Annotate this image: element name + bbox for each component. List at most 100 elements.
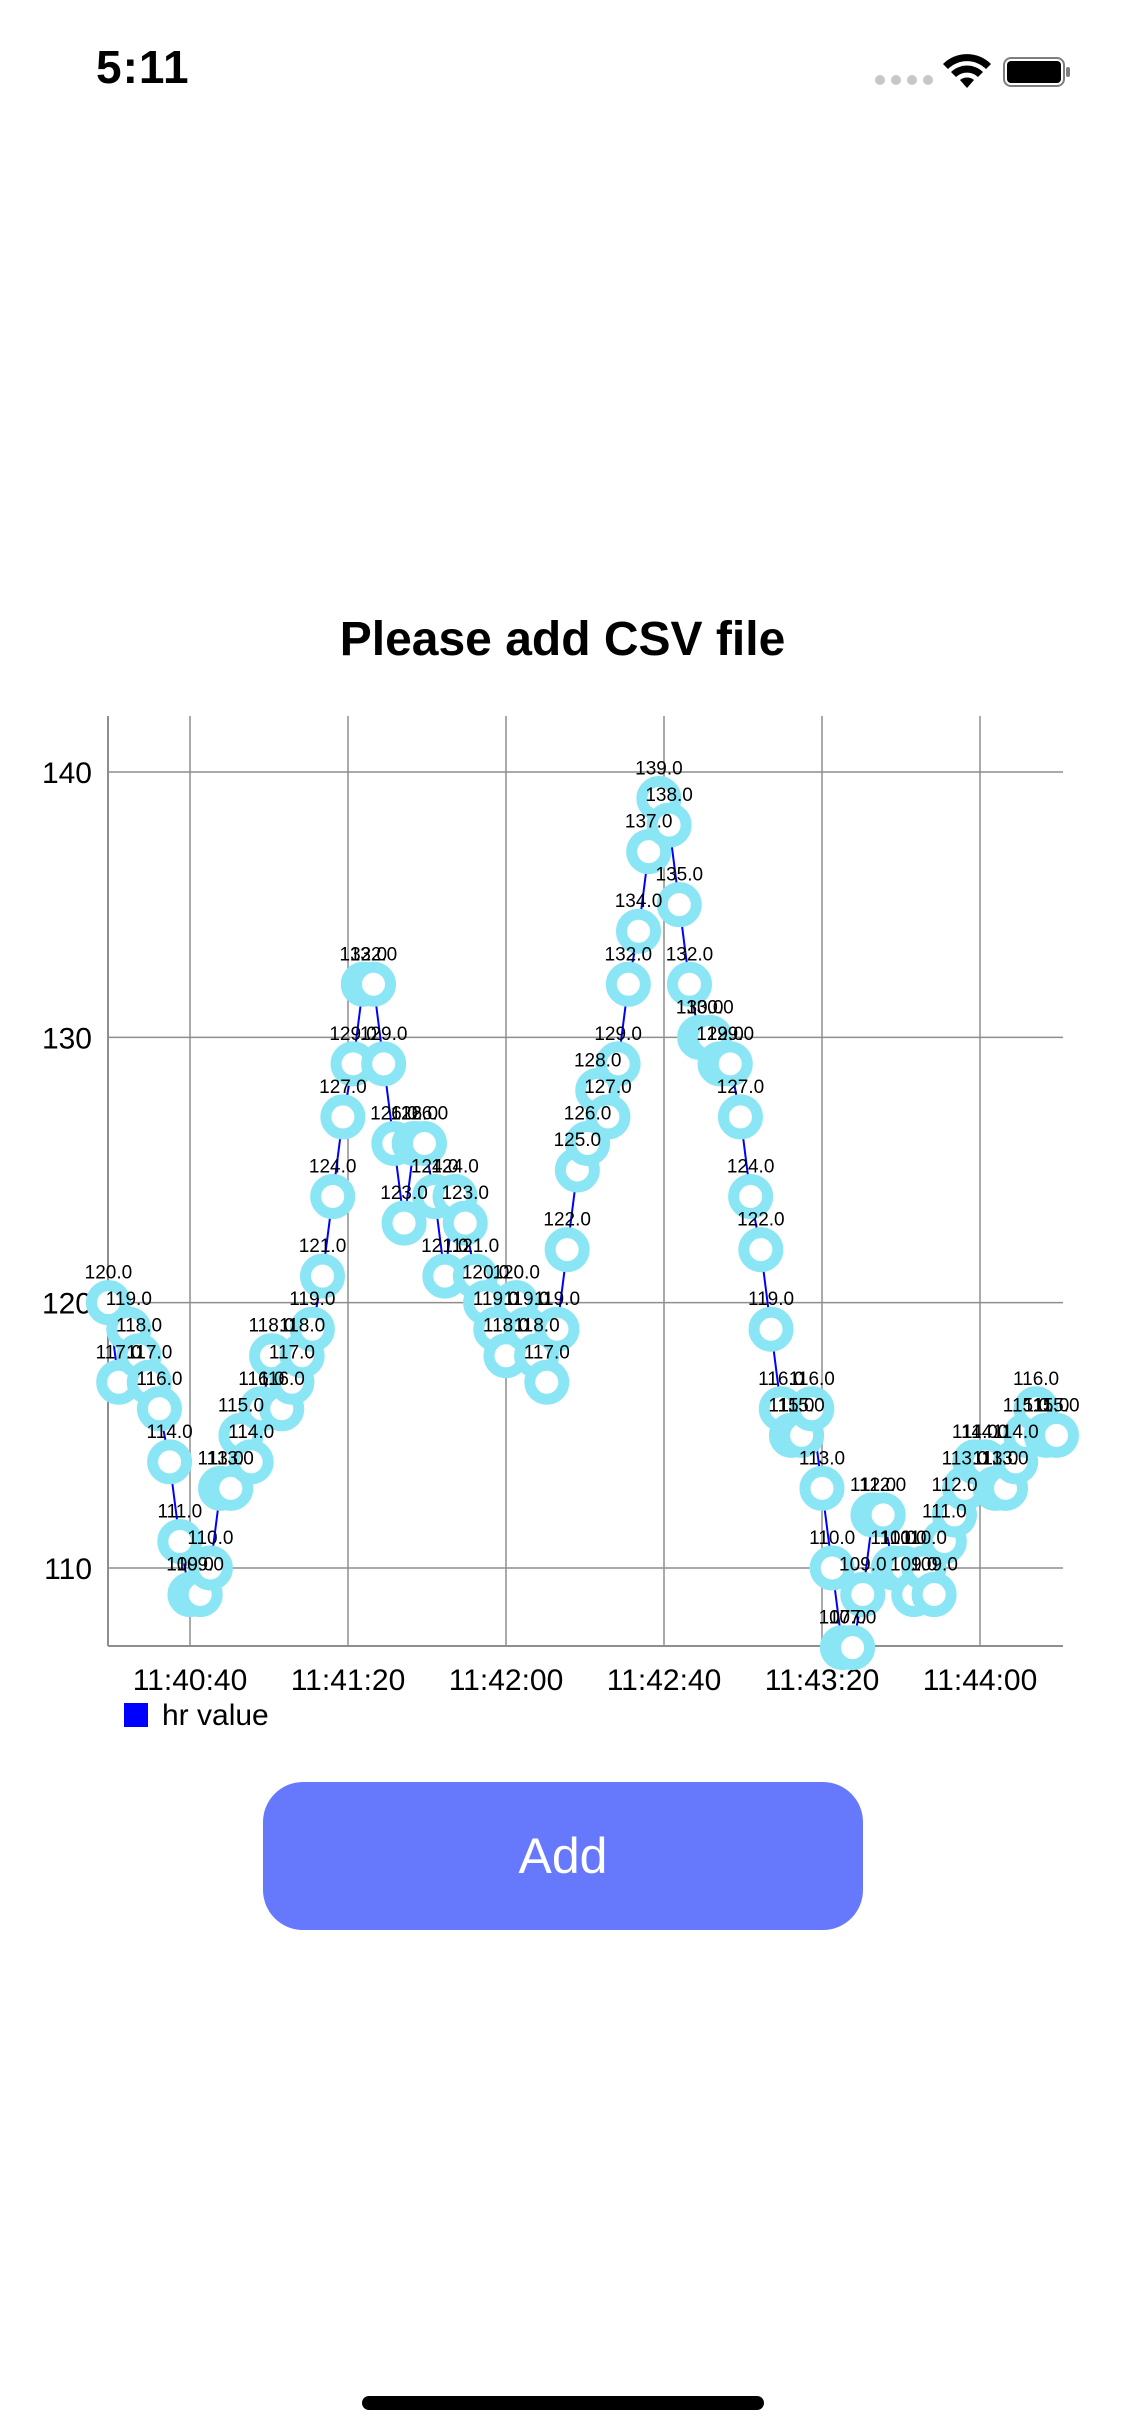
data-point xyxy=(585,1094,631,1140)
data-label: 130.0 xyxy=(676,997,724,1018)
data-point xyxy=(300,1253,346,1299)
data-label: 122.0 xyxy=(543,1210,591,1231)
data-label: 130.0 xyxy=(686,997,734,1018)
data-label: 119.0 xyxy=(534,1289,580,1310)
data-point xyxy=(401,1120,447,1166)
data-label: 109.0 xyxy=(166,1555,214,1576)
data-label: 117.0 xyxy=(269,1342,315,1363)
data-point xyxy=(524,1359,570,1405)
data-point xyxy=(840,1572,886,1618)
data-label: 138.0 xyxy=(645,785,693,806)
data-point xyxy=(860,1492,906,1538)
data-label: 117.0 xyxy=(126,1342,172,1363)
data-point xyxy=(809,1545,855,1591)
data-label: 116.0 xyxy=(238,1369,284,1390)
data-label: 109.0 xyxy=(890,1555,938,1576)
data-label: 116.0 xyxy=(758,1369,804,1390)
data-label: 113.0 xyxy=(942,1448,988,1469)
data-label: 120.0 xyxy=(462,1263,510,1284)
data-label: 116.0 xyxy=(259,1369,305,1390)
data-label: 107.0 xyxy=(829,1608,877,1629)
data-label: 119.0 xyxy=(289,1289,335,1310)
data-label: 115.0 xyxy=(218,1395,264,1416)
y-tick-label: 140 xyxy=(42,757,92,790)
data-label: 129.0 xyxy=(706,1024,754,1045)
data-label: 111.0 xyxy=(922,1501,967,1522)
data-label: 120.0 xyxy=(492,1263,540,1284)
data-label: 124.0 xyxy=(431,1157,479,1178)
data-label: 124.0 xyxy=(727,1157,775,1178)
data-point xyxy=(799,1465,845,1511)
data-label: 117.0 xyxy=(96,1342,142,1363)
data-label: 127.0 xyxy=(319,1077,367,1098)
data-label: 109.0 xyxy=(839,1555,887,1576)
data-point xyxy=(310,1174,356,1220)
battery-icon xyxy=(1003,57,1070,87)
data-label: 132.0 xyxy=(340,944,388,965)
data-point xyxy=(595,1041,641,1087)
legend-label: hr value xyxy=(162,1699,269,1732)
data-label: 118.0 xyxy=(248,1316,294,1337)
data-label: 129.0 xyxy=(329,1024,377,1045)
home-indicator[interactable] xyxy=(362,2396,764,2410)
data-label: 113.0 xyxy=(799,1448,845,1469)
data-point xyxy=(136,1386,182,1432)
data-point xyxy=(289,1306,335,1352)
data-label: 126.0 xyxy=(564,1103,612,1124)
data-label: 119.0 xyxy=(748,1289,794,1310)
data-point xyxy=(830,1625,876,1671)
data-point xyxy=(350,961,396,1007)
data-point xyxy=(361,1041,407,1087)
data-label: 109.0 xyxy=(910,1555,958,1576)
data-point xyxy=(646,802,692,848)
data-label: 114.0 xyxy=(147,1422,193,1443)
data-point xyxy=(228,1439,274,1485)
data-label: 120.0 xyxy=(85,1263,133,1284)
data-label: 124.0 xyxy=(309,1157,357,1178)
data-label: 118.0 xyxy=(483,1316,529,1337)
page-title: Please add CSV file xyxy=(339,613,786,666)
x-tick-label: 11:42:00 xyxy=(449,1664,564,1697)
data-label: 126.0 xyxy=(390,1103,438,1124)
data-point xyxy=(616,908,662,954)
data-label: 116.0 xyxy=(136,1369,182,1390)
data-point xyxy=(381,1200,427,1246)
add-button[interactable]: Add xyxy=(263,1782,863,1930)
data-label: 115.0 xyxy=(1023,1395,1069,1416)
data-label: 121.0 xyxy=(299,1236,347,1257)
x-tick-label: 11:40:40 xyxy=(133,1664,248,1697)
data-label: 125.0 xyxy=(554,1130,602,1151)
data-label: 110.0 xyxy=(880,1528,926,1549)
data-label: 122.0 xyxy=(737,1210,785,1231)
data-point xyxy=(442,1200,488,1246)
data-label: 124.0 xyxy=(411,1157,459,1178)
data-label: 123.0 xyxy=(380,1183,428,1204)
data-label: 114.0 xyxy=(228,1422,274,1443)
data-label: 119.0 xyxy=(473,1289,519,1310)
data-label: 118.0 xyxy=(514,1316,560,1337)
data-label: 139.0 xyxy=(635,759,683,780)
data-point xyxy=(605,961,651,1007)
data-label: 119.0 xyxy=(503,1289,549,1310)
data-point xyxy=(911,1572,957,1618)
data-label: 121.0 xyxy=(421,1236,469,1257)
data-label: 113.0 xyxy=(198,1448,244,1469)
data-point xyxy=(748,1306,794,1352)
data-label: 111.0 xyxy=(157,1501,202,1522)
data-label: 114.0 xyxy=(952,1422,998,1443)
data-label: 132.0 xyxy=(666,944,714,965)
data-label: 118.0 xyxy=(116,1316,162,1337)
data-point xyxy=(707,1041,753,1087)
data-label: 113.0 xyxy=(208,1448,254,1469)
data-label: 113.0 xyxy=(982,1448,1028,1469)
data-label: 110.0 xyxy=(809,1528,855,1549)
status-time: 5:11 xyxy=(96,41,190,93)
data-label: 115.0 xyxy=(779,1395,825,1416)
data-label: 119.0 xyxy=(106,1289,152,1310)
legend-swatch xyxy=(124,1703,148,1727)
data-point xyxy=(187,1545,233,1591)
y-tick-label: 110 xyxy=(44,1553,92,1586)
data-point xyxy=(534,1306,580,1352)
data-label: 116.0 xyxy=(789,1369,835,1390)
data-point xyxy=(738,1227,784,1273)
